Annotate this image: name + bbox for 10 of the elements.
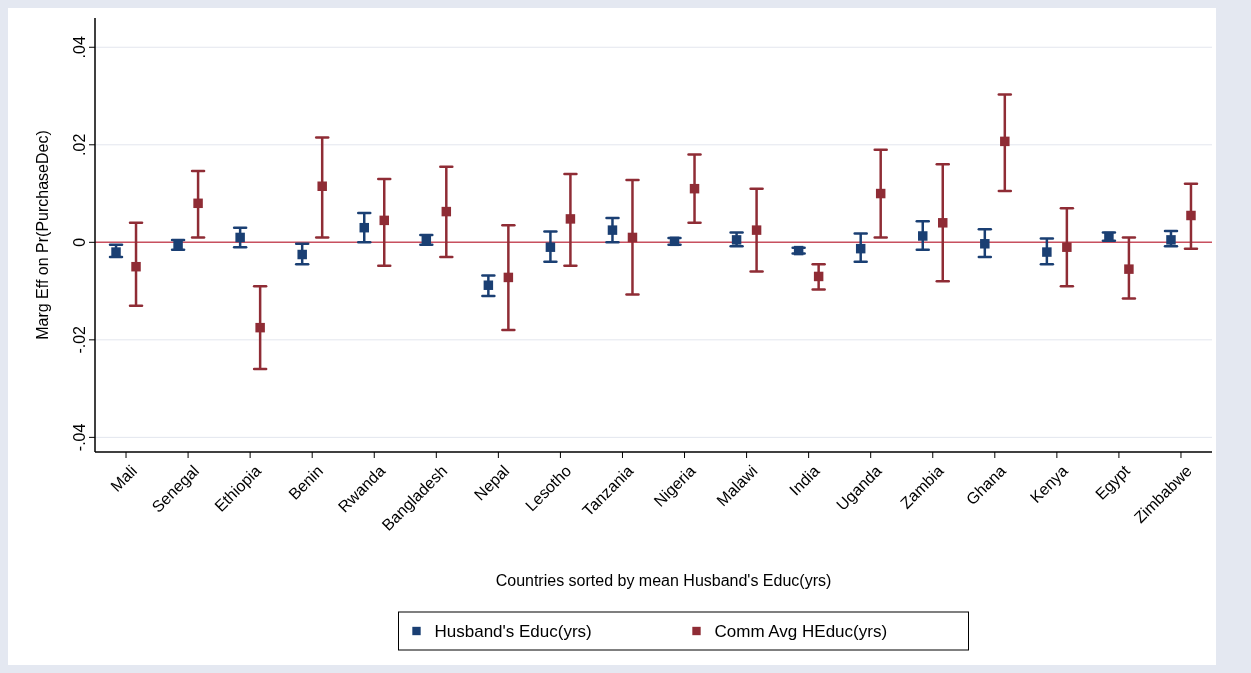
y-tick-label: .02 (71, 133, 88, 156)
x-axis-title: Countries sorted by mean Husband's Educ(yrs) (495, 572, 832, 589)
x-tick-label: Mali (107, 462, 141, 495)
legend-label: Comm Avg HEduc(yrs) (714, 622, 888, 641)
y-tick-label: 0 (71, 237, 88, 247)
y-tick-label: -.02 (71, 325, 88, 354)
y-tick-label: -.04 (71, 423, 88, 452)
legend-label: Husband's Educ(yrs) (434, 622, 592, 641)
y-axis-title: Marg Eff on Pr(PurchaseDec) (34, 130, 51, 340)
y-tick-label: .04 (71, 36, 88, 59)
